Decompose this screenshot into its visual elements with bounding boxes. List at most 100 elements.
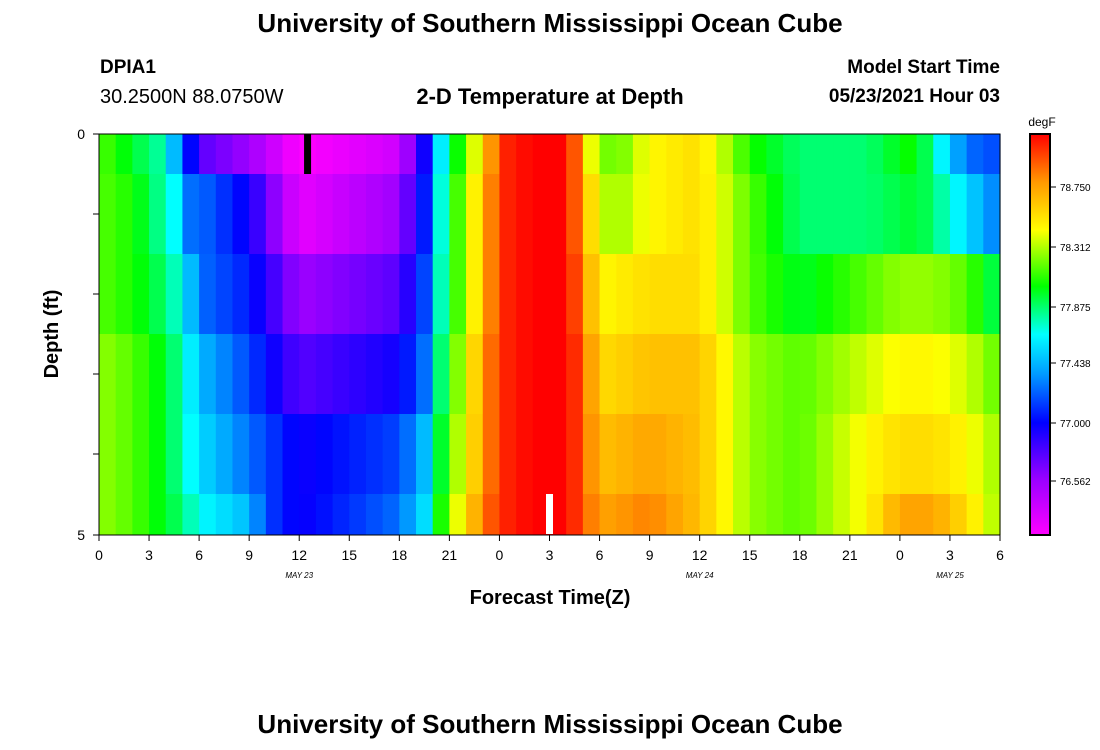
x-tick-label: 12 — [291, 547, 307, 563]
heatmap-cell — [616, 334, 634, 414]
heatmap-cell — [866, 414, 884, 494]
x-axis-label: Forecast Time(Z) — [470, 587, 631, 609]
heatmap-cell — [416, 334, 434, 414]
heatmap-cell — [666, 174, 684, 254]
heatmap-cell — [949, 254, 968, 334]
heatmap-cell — [315, 254, 334, 334]
heatmap-cell — [99, 174, 117, 254]
heatmap-cell — [983, 414, 1001, 494]
model-start-time: 05/23/2021 Hour 03 — [828, 86, 1000, 107]
heatmap-cell — [816, 134, 834, 174]
heatmap-cell — [165, 134, 184, 174]
heatmap-cell — [899, 414, 918, 494]
heatmap-cell — [99, 254, 117, 334]
colorbar-tick-label: 77.000 — [1060, 419, 1091, 430]
heatmap-cell — [265, 134, 284, 174]
heatmap-cell — [449, 414, 467, 494]
heatmap-cell — [282, 414, 300, 494]
heatmap-cell — [983, 334, 1001, 414]
heatmap-cell — [99, 494, 117, 535]
heatmap-cell — [616, 414, 634, 494]
heatmap-cell — [115, 334, 133, 414]
station-id: DPIA1 — [100, 57, 156, 78]
heatmap-cell — [716, 174, 734, 254]
heatmap-cell — [449, 254, 467, 334]
heatmap-cell — [933, 334, 951, 414]
heatmap-cell — [566, 134, 584, 174]
date-label: MAY 23 — [285, 571, 313, 580]
y-axis-label: Depth (ft) — [41, 290, 63, 379]
colorbar-tick-label: 77.875 — [1060, 303, 1091, 314]
x-tick-label: 3 — [546, 547, 554, 563]
heatmap-cell — [916, 494, 934, 535]
heatmap-cell — [899, 174, 918, 254]
heatmap-cell — [766, 334, 784, 414]
heatmap-cell — [682, 134, 701, 174]
heatmap-cell — [182, 174, 200, 254]
heatmap-cell — [499, 414, 517, 494]
heatmap-cell — [349, 334, 367, 414]
heatmap-cell — [282, 254, 300, 334]
heatmap-cell — [933, 494, 951, 535]
heatmap-cell — [566, 254, 584, 334]
heatmap-cell — [132, 134, 150, 174]
colorbar-tick-label: 77.438 — [1060, 359, 1091, 370]
heatmap-cell — [966, 494, 984, 535]
heatmap-cell — [482, 494, 501, 535]
x-tick-label: 18 — [392, 547, 408, 563]
heatmap-cell — [532, 174, 551, 254]
heatmap-cell — [115, 494, 133, 535]
heatmap-cell — [466, 494, 484, 535]
heatmap-cell — [632, 414, 651, 494]
heatmap-cell — [699, 334, 717, 414]
heatmap-cell — [315, 414, 334, 494]
heatmap-cell — [866, 334, 884, 414]
heatmap-cell — [599, 494, 617, 535]
heatmap-cell — [482, 134, 501, 174]
heatmap-cell — [749, 414, 768, 494]
heatmap-cell — [799, 134, 818, 174]
heatmap-cell — [666, 254, 684, 334]
heatmap-cell — [466, 334, 484, 414]
heatmap-cell — [149, 414, 167, 494]
heatmap-cell — [365, 254, 384, 334]
heatmap-cell — [149, 494, 167, 535]
heatmap-cell — [215, 414, 234, 494]
heatmap-cell — [482, 254, 501, 334]
heatmap-cell — [866, 134, 884, 174]
heatmap-cell — [599, 134, 617, 174]
x-tick-label: 15 — [341, 547, 357, 563]
heatmap-cell — [466, 174, 484, 254]
heatmap-cell — [883, 134, 901, 174]
heatmap-cell — [733, 334, 751, 414]
heatmap-cell — [766, 134, 784, 174]
heatmap-cell — [649, 174, 667, 254]
heatmap-cell — [432, 174, 450, 254]
heatmap-cell — [399, 134, 417, 174]
heatmap-cell — [199, 494, 217, 535]
heatmap-cell — [699, 414, 717, 494]
heatmap-cell — [799, 334, 818, 414]
bottom-title: University of Southern Mississippi Ocean… — [257, 709, 843, 739]
heatmap-cell — [749, 134, 768, 174]
heatmap-cell — [616, 174, 634, 254]
heatmap-cell — [816, 414, 834, 494]
heatmap-cell — [182, 494, 200, 535]
heatmap-cell — [766, 494, 784, 535]
heatmap-cell — [783, 414, 801, 494]
heatmap-cell — [416, 134, 434, 174]
heatmap-cell — [416, 494, 434, 535]
x-tick-label: 9 — [245, 547, 253, 563]
heatmap-cell — [599, 254, 617, 334]
heatmap-cell — [733, 134, 751, 174]
heatmap-cell — [833, 494, 851, 535]
heatmap-cell — [783, 254, 801, 334]
colorbar-tick-label: 76.562 — [1060, 477, 1091, 488]
heatmap-cell — [833, 254, 851, 334]
heatmap-cell — [749, 254, 768, 334]
heatmap-cell — [532, 494, 551, 535]
heatmap-cell — [349, 174, 367, 254]
heatmap-cell — [265, 494, 284, 535]
x-tick-label: 18 — [792, 547, 808, 563]
heatmap-cell — [282, 174, 300, 254]
